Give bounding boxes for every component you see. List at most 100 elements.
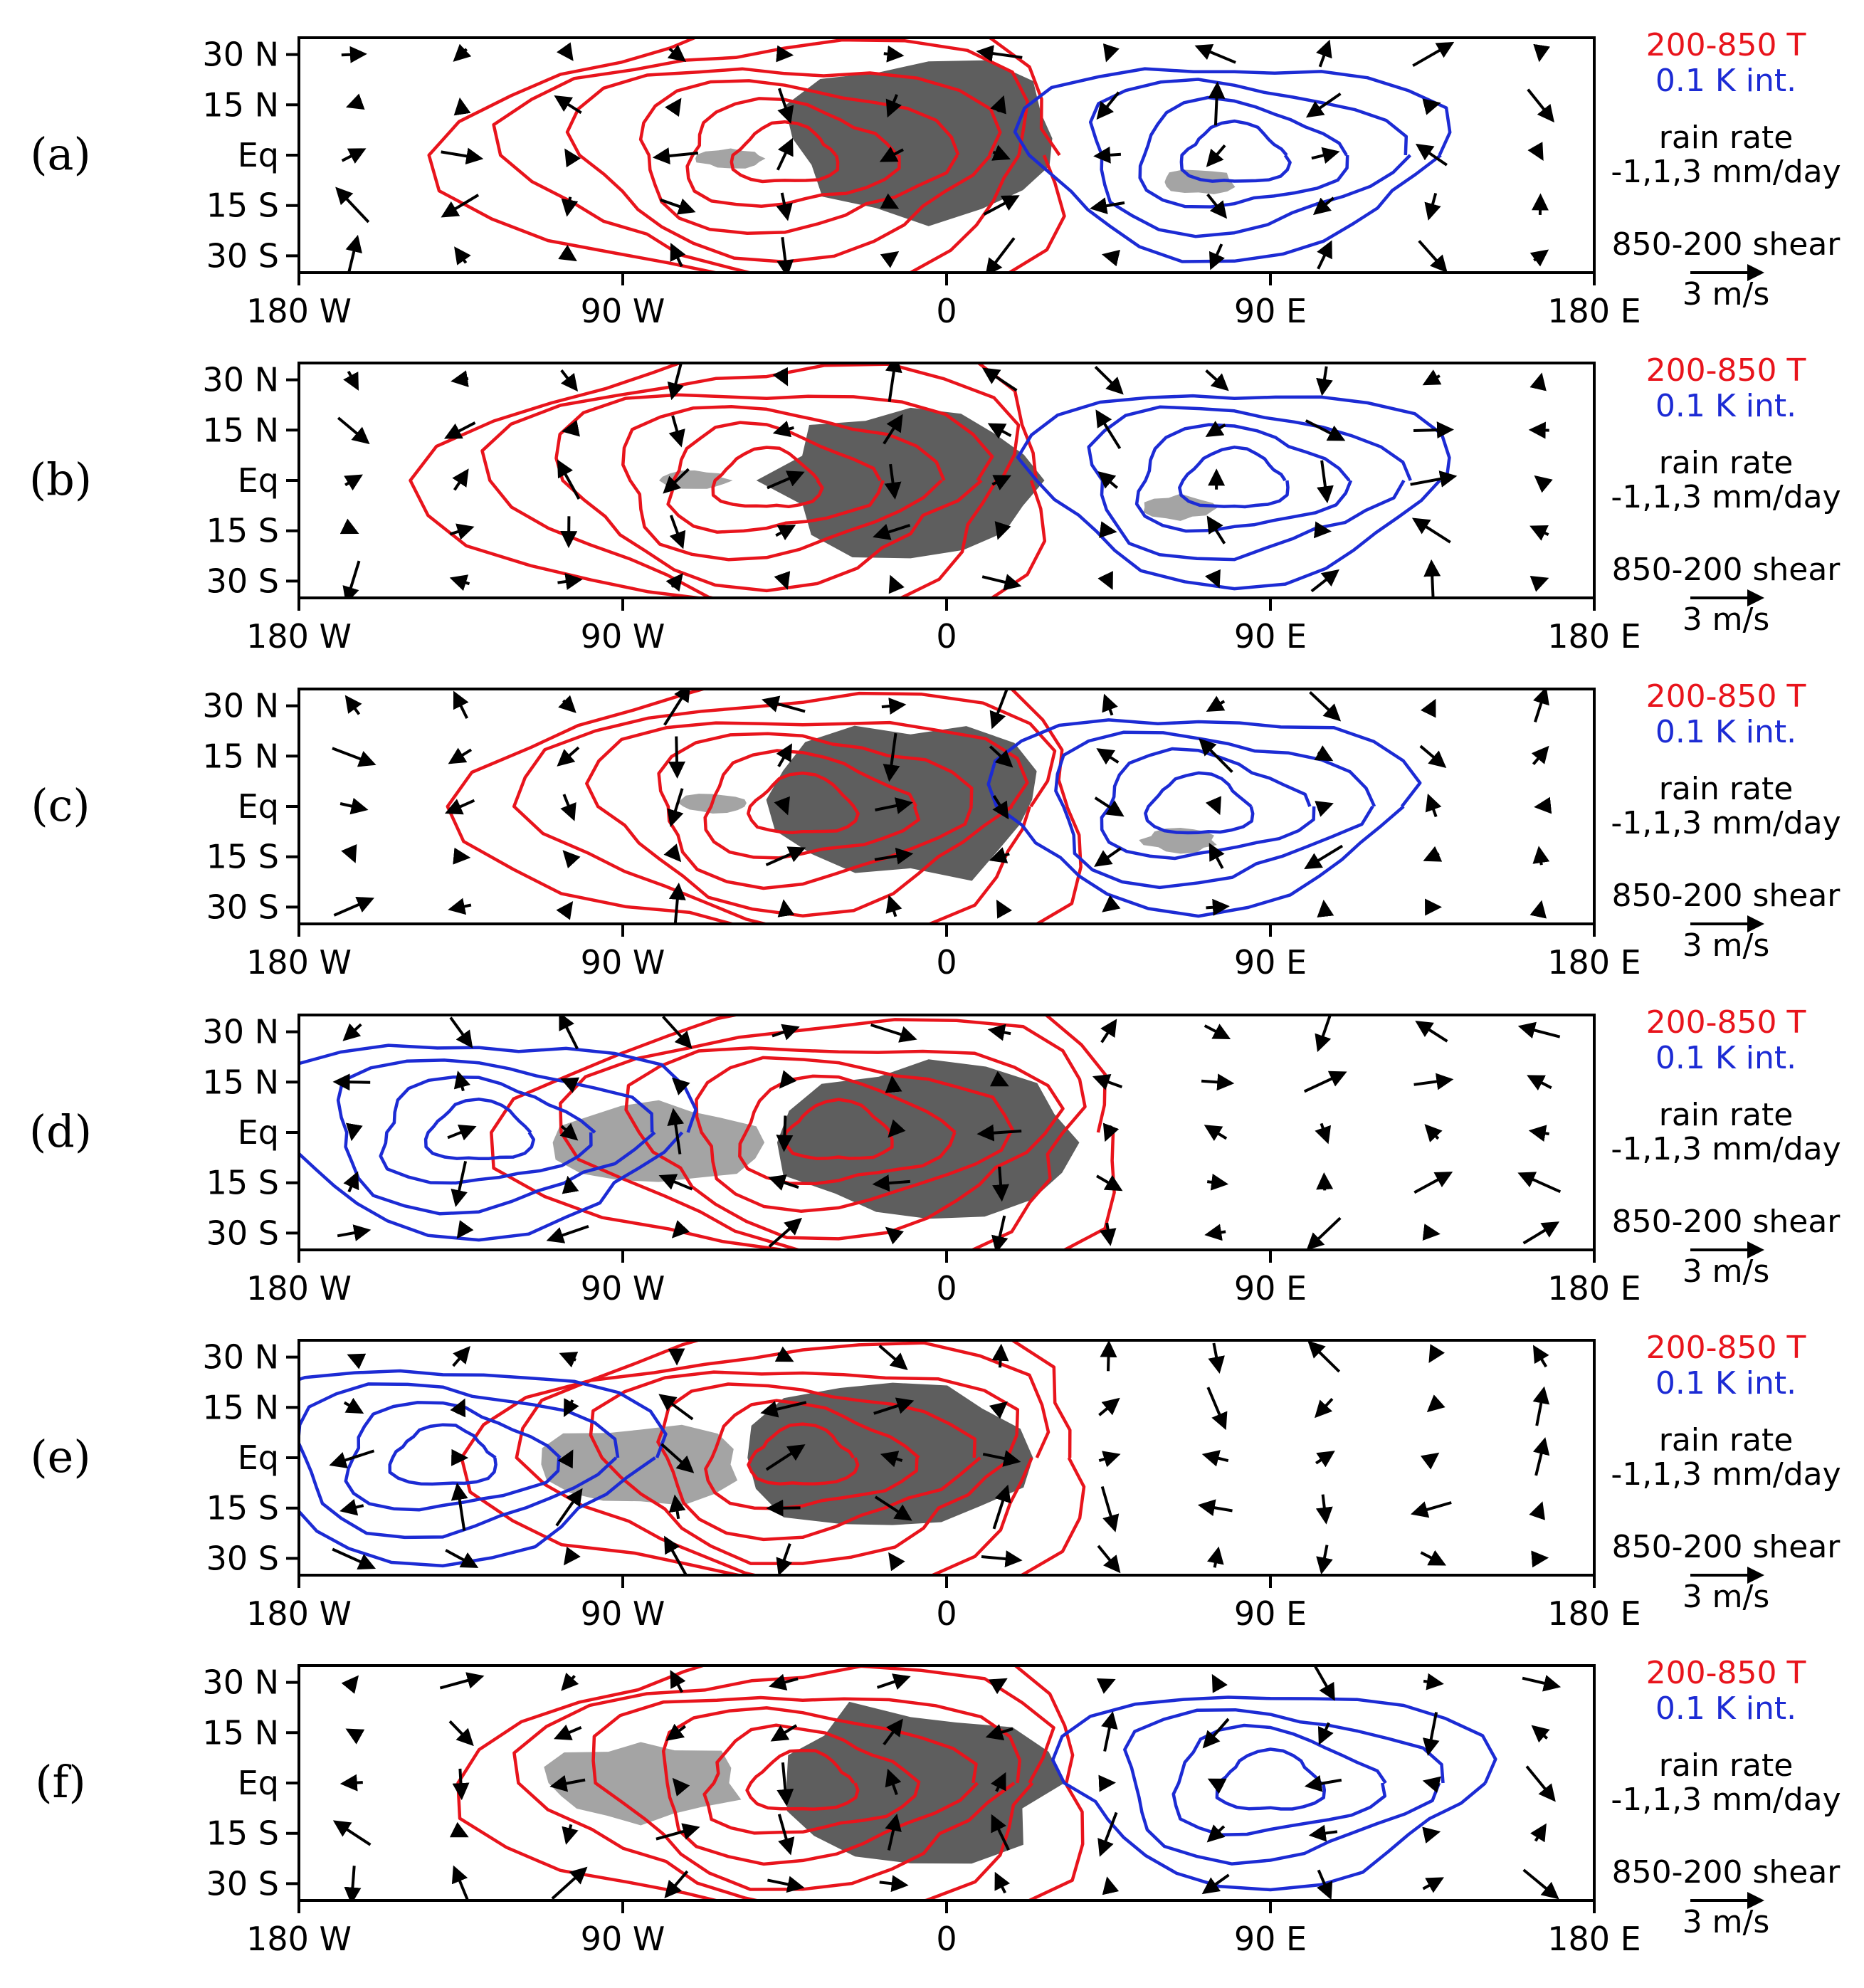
shear-vector — [774, 796, 790, 816]
shear-vector — [880, 251, 900, 268]
shear-vector — [762, 695, 806, 713]
legend-interval-label: 0.1 K int. — [1655, 388, 1796, 424]
shear-vector — [767, 1876, 805, 1893]
shear-vector — [1208, 1342, 1225, 1374]
shear-vector — [1528, 421, 1549, 439]
shear-vector — [994, 521, 1011, 540]
shear-vector — [988, 1678, 1008, 1695]
shear-vector — [1206, 1173, 1229, 1191]
shear-vector — [1532, 1437, 1550, 1476]
positive-temperature-contour — [591, 1695, 1022, 1891]
shear-vector — [1206, 144, 1226, 167]
legend-shear-label: 850-200 shear — [1612, 1204, 1841, 1240]
shear-vector — [1314, 1397, 1334, 1419]
shear-vector — [777, 899, 795, 917]
shear-vector — [1420, 698, 1436, 718]
shear-vector — [1317, 1869, 1333, 1900]
legend-temperature-label: 200-850 T — [1646, 27, 1806, 63]
shear-vector — [888, 1552, 905, 1572]
shear-vector — [329, 1449, 375, 1468]
x-tick-label: 180 W — [246, 292, 352, 330]
shear-vector — [667, 44, 687, 62]
shear-vector — [985, 1724, 1013, 1741]
shear-vector — [456, 1220, 474, 1239]
x-tick-label: 180 W — [246, 1594, 352, 1633]
shear-vector — [1529, 1501, 1545, 1520]
shear-vector — [870, 1023, 917, 1043]
x-tick-label: 0 — [936, 617, 957, 656]
shear-vector — [655, 1823, 700, 1841]
x-tick-label: 90 E — [1234, 1594, 1307, 1633]
y-tick-label: Eq — [238, 461, 279, 500]
positive-temperature-contour — [515, 1341, 1051, 1575]
shear-vector — [339, 1774, 363, 1792]
shear-vector — [668, 1494, 686, 1520]
x-tick-label: 180 E — [1547, 617, 1641, 656]
shear-vector — [1098, 1397, 1120, 1416]
shear-vector — [1199, 738, 1233, 774]
legend-shear-label: 850-200 shear — [1612, 1854, 1841, 1890]
shear-vector — [1207, 1546, 1224, 1568]
shear-vector — [1205, 796, 1221, 816]
shear-vector — [663, 468, 690, 494]
positive-temperature-contour — [589, 1370, 1020, 1565]
shear-vector — [335, 186, 370, 223]
shear-vector — [562, 419, 580, 437]
shear-vector — [873, 1397, 915, 1415]
shear-vector — [1531, 1550, 1549, 1568]
shear-vector — [447, 1124, 477, 1141]
shear-vector — [1095, 409, 1122, 450]
shear-vector — [1316, 1172, 1334, 1191]
shear-vector — [1423, 1673, 1444, 1690]
shear-vector — [557, 1449, 574, 1469]
shear-vector — [559, 1015, 579, 1050]
shear-vector — [448, 898, 472, 915]
shear-vector — [1410, 470, 1458, 488]
legend-temperature-label: 200-850 T — [1646, 1004, 1806, 1041]
x-tick-label: 0 — [936, 1920, 957, 1958]
shear-vector — [1100, 1340, 1117, 1372]
x-tick-label: 180 W — [246, 1269, 352, 1308]
shear-vector — [343, 370, 359, 391]
shear-vector — [1096, 91, 1120, 120]
shear-vector — [1309, 690, 1342, 722]
y-tick-label: 15 N — [202, 737, 279, 775]
shear-vector — [1204, 1224, 1226, 1241]
x-tick-label: 90 W — [581, 292, 665, 330]
shear-vector — [663, 843, 682, 863]
shear-vector — [332, 1820, 372, 1846]
shear-vector — [1094, 847, 1122, 867]
negative-temperature-contour — [1215, 1747, 1327, 1811]
y-tick-label: Eq — [238, 1764, 279, 1802]
shear-vector — [992, 1166, 1010, 1202]
legend-rain-label: rain rate — [1659, 445, 1794, 481]
positive-temperature-contour — [512, 1666, 1055, 1900]
legend-temperature-label: 200-850 T — [1646, 1655, 1806, 1691]
shear-vector — [1201, 1073, 1235, 1091]
positive-temperature-contour — [703, 749, 921, 860]
x-tick-label: 180 E — [1547, 1594, 1641, 1633]
legend-rain-label: rain rate — [1659, 1747, 1794, 1784]
shear-vector — [1094, 365, 1124, 395]
shear-vector — [875, 797, 913, 814]
shear-vector — [1097, 1811, 1118, 1857]
shear-vector — [1315, 1122, 1332, 1145]
light-rain-area — [695, 148, 766, 169]
shear-vector — [1206, 1387, 1228, 1431]
shear-vector — [1204, 1024, 1231, 1039]
shear-vector — [665, 572, 683, 592]
shear-vector — [451, 1865, 469, 1900]
shear-vector — [765, 1444, 806, 1471]
shear-vector — [876, 1673, 911, 1690]
positive-temperature-contour — [409, 363, 1047, 598]
shear-vector — [883, 732, 900, 782]
shear-vector — [343, 1397, 364, 1414]
shear-vector — [1413, 1073, 1454, 1090]
legend-shear-label: 850-200 shear — [1612, 226, 1841, 263]
shear-vector — [992, 795, 1009, 820]
legend-shear-label: 850-200 shear — [1612, 552, 1841, 588]
panel-b: 30 N 15 N Eq 15 S 30 S 180 W 90 W 0 90 E 180 E (b)… — [29, 352, 1841, 656]
shear-vector — [1529, 576, 1549, 592]
shear-vector — [344, 695, 362, 715]
